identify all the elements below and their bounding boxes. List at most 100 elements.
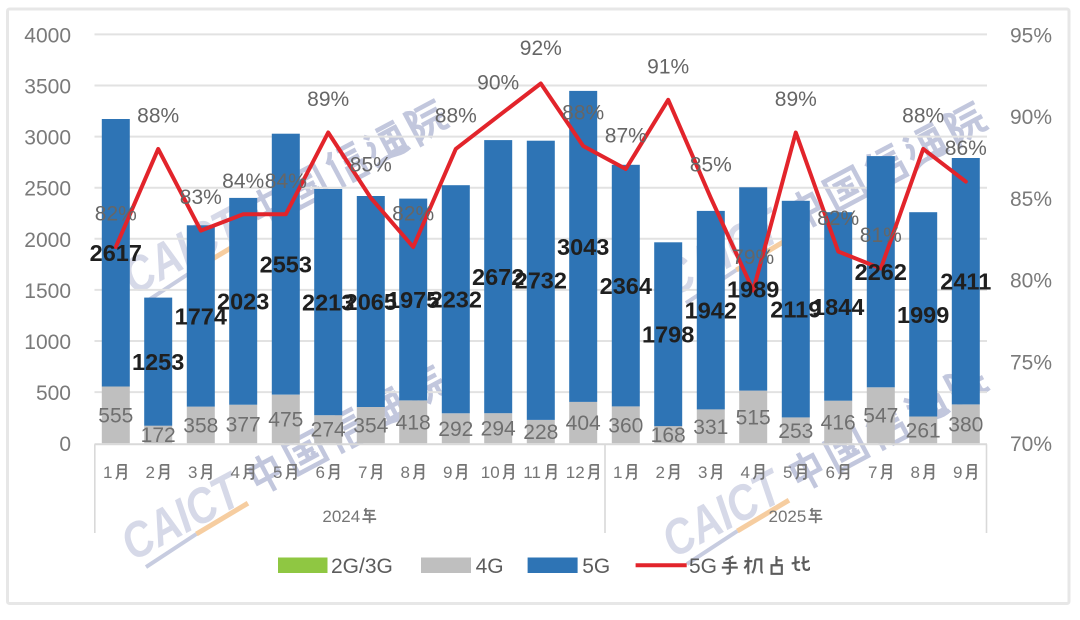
svg-text:89%: 89%: [775, 88, 817, 111]
svg-text:70%: 70%: [1010, 433, 1052, 456]
svg-text:2065: 2065: [345, 289, 397, 315]
svg-text:172: 172: [141, 424, 176, 447]
svg-text:79%: 79%: [732, 246, 774, 269]
svg-text:500: 500: [36, 382, 71, 405]
svg-text:2025: 2025: [769, 507, 807, 526]
svg-text:2024: 2024: [322, 507, 360, 526]
svg-text:75%: 75%: [1010, 351, 1052, 374]
svg-text:82%: 82%: [392, 203, 434, 226]
svg-text:2000: 2000: [24, 229, 71, 252]
svg-text:11: 11: [523, 463, 541, 482]
svg-text:88%: 88%: [435, 104, 477, 127]
svg-text:1253: 1253: [132, 349, 184, 375]
svg-text:358: 358: [183, 414, 218, 437]
svg-text:1844: 1844: [812, 294, 864, 320]
svg-text:331: 331: [693, 416, 728, 439]
svg-text:7: 7: [358, 463, 367, 482]
svg-text:294: 294: [481, 418, 516, 441]
svg-text:3000: 3000: [24, 127, 71, 150]
svg-text:91%: 91%: [647, 55, 689, 78]
svg-text:5G: 5G: [582, 555, 610, 578]
svg-text:2023: 2023: [217, 289, 269, 315]
svg-text:3: 3: [188, 463, 197, 482]
svg-text:2617: 2617: [90, 240, 142, 266]
svg-text:4: 4: [231, 463, 240, 482]
svg-text:84%: 84%: [265, 170, 307, 193]
svg-text:88%: 88%: [902, 104, 944, 127]
svg-text:555: 555: [98, 404, 133, 427]
svg-text:0: 0: [59, 433, 71, 456]
svg-text:3: 3: [698, 463, 707, 482]
svg-text:377: 377: [226, 413, 261, 436]
svg-text:5G: 5G: [689, 555, 717, 578]
svg-text:84%: 84%: [222, 170, 264, 193]
svg-text:1500: 1500: [24, 280, 71, 303]
svg-text:2G/3G: 2G/3G: [331, 555, 393, 578]
svg-text:416: 416: [821, 411, 856, 434]
svg-text:90%: 90%: [1010, 106, 1052, 129]
svg-text:360: 360: [608, 414, 643, 437]
svg-text:2262: 2262: [855, 259, 907, 285]
svg-text:86%: 86%: [945, 137, 987, 160]
svg-text:547: 547: [863, 405, 898, 428]
svg-text:12: 12: [566, 463, 585, 482]
svg-text:7: 7: [868, 463, 877, 482]
svg-text:1: 1: [103, 463, 112, 482]
svg-text:2119: 2119: [770, 297, 821, 323]
svg-text:82%: 82%: [95, 203, 137, 226]
svg-text:9: 9: [953, 463, 962, 482]
svg-text:2: 2: [146, 463, 155, 482]
svg-text:1942: 1942: [685, 298, 737, 324]
svg-text:2672: 2672: [472, 264, 524, 290]
svg-text:5: 5: [273, 463, 282, 482]
svg-text:2411: 2411: [940, 269, 991, 295]
svg-text:4G: 4G: [476, 555, 504, 578]
svg-text:168: 168: [651, 424, 686, 447]
svg-text:228: 228: [523, 421, 558, 444]
svg-text:4000: 4000: [24, 24, 71, 47]
svg-text:292: 292: [438, 418, 473, 441]
svg-text:2213: 2213: [302, 290, 354, 316]
svg-text:1975: 1975: [387, 287, 439, 313]
svg-text:6: 6: [316, 463, 325, 482]
svg-text:85%: 85%: [1010, 188, 1052, 211]
svg-text:4: 4: [741, 463, 750, 482]
svg-text:81%: 81%: [860, 224, 902, 247]
svg-text:80%: 80%: [1010, 270, 1052, 293]
svg-text:1000: 1000: [24, 331, 71, 354]
svg-text:5: 5: [783, 463, 792, 482]
svg-text:253: 253: [778, 420, 813, 443]
svg-text:1798: 1798: [642, 322, 694, 348]
svg-text:88%: 88%: [137, 104, 179, 127]
svg-text:3500: 3500: [24, 76, 71, 99]
svg-text:9: 9: [443, 463, 452, 482]
svg-text:95%: 95%: [1010, 24, 1052, 47]
svg-text:2500: 2500: [24, 178, 71, 201]
svg-text:90%: 90%: [477, 72, 519, 95]
svg-text:8: 8: [401, 463, 410, 482]
svg-text:2732: 2732: [515, 268, 567, 294]
svg-text:1999: 1999: [897, 302, 949, 328]
svg-text:1: 1: [613, 463, 622, 482]
svg-text:261: 261: [906, 419, 941, 442]
svg-text:83%: 83%: [180, 186, 222, 209]
svg-text:3043: 3043: [557, 234, 609, 260]
svg-text:1989: 1989: [727, 276, 779, 302]
svg-text:87%: 87%: [605, 125, 647, 148]
svg-text:418: 418: [396, 411, 431, 434]
svg-text:2232: 2232: [430, 287, 482, 313]
svg-text:92%: 92%: [520, 37, 562, 60]
svg-text:475: 475: [268, 408, 303, 431]
svg-text:85%: 85%: [690, 153, 732, 176]
svg-text:274: 274: [311, 419, 346, 442]
svg-text:82%: 82%: [817, 207, 859, 230]
svg-text:2553: 2553: [260, 252, 312, 278]
svg-text:10: 10: [481, 463, 500, 482]
svg-text:380: 380: [948, 413, 983, 436]
svg-text:89%: 89%: [307, 88, 349, 111]
svg-text:404: 404: [566, 412, 601, 435]
svg-text:1774: 1774: [175, 303, 227, 329]
svg-text:2364: 2364: [600, 273, 652, 299]
svg-text:2: 2: [656, 463, 665, 482]
svg-text:515: 515: [736, 406, 771, 429]
